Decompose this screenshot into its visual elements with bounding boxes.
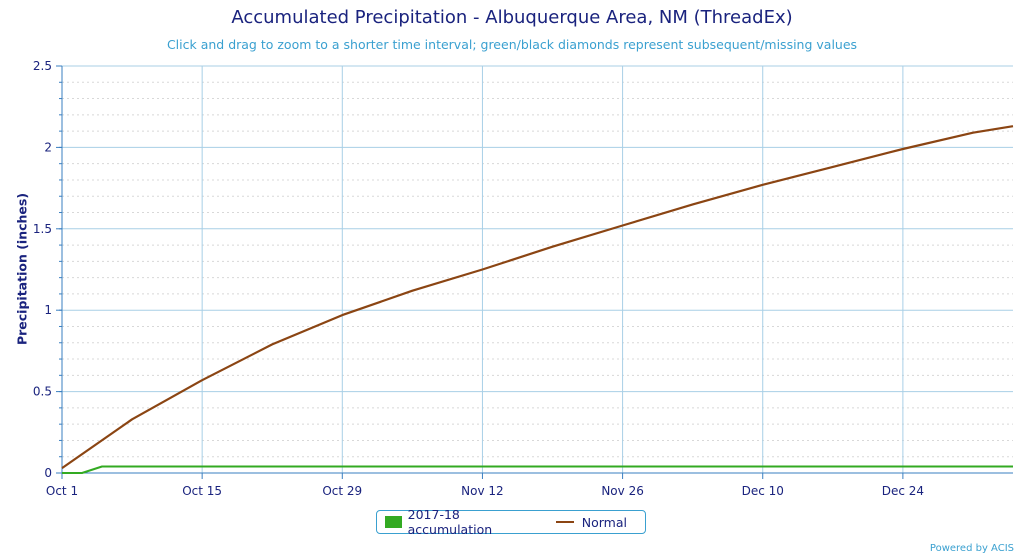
x-tick-label: Oct 1 xyxy=(46,484,78,498)
legend: 2017-18 accumulation Normal xyxy=(376,507,646,537)
y-tick-label: 1 xyxy=(44,303,52,317)
x-tick-label: Oct 15 xyxy=(182,484,222,498)
major-gridlines xyxy=(62,65,1013,473)
x-tick-label: Oct 29 xyxy=(322,484,362,498)
y-tick-label: 0.5 xyxy=(33,385,52,399)
y-tick-label: 0 xyxy=(44,466,52,480)
legend-label-normal: Normal xyxy=(581,514,627,530)
series-line-normal xyxy=(61,125,1014,470)
chart-title: Accumulated Precipitation - Albuquerque … xyxy=(231,7,793,28)
minor-gridlines xyxy=(62,81,1013,458)
y-tick-label: 2 xyxy=(44,140,52,154)
y-tick-label: 1.5 xyxy=(33,222,52,236)
x-tick-labels: Oct 1 Oct 15 Oct 29 Nov 12 Nov 26 Dec 10 Dec 2… xyxy=(46,484,924,498)
x-tick-label: Nov 12 xyxy=(461,484,504,498)
legend-item-accumulation[interactable]: 2017-18 accumulation xyxy=(385,507,538,537)
axes xyxy=(56,65,1013,479)
y-tick-labels: 0 0.5 1 1.5 2 2.5 xyxy=(33,59,52,480)
legend-item-normal[interactable]: Normal xyxy=(555,514,627,530)
legend-swatch-accumulation xyxy=(385,516,402,528)
legend-swatch-normal xyxy=(555,521,574,523)
series-line-accumulation xyxy=(62,465,1013,474)
chart-subtitle: Click and drag to zoom to a shorter time… xyxy=(166,37,858,52)
powered-by-credit[interactable]: Powered by ACIS xyxy=(929,543,1014,554)
y-tick-label: 2.5 xyxy=(33,59,52,73)
series-lines xyxy=(61,125,1014,474)
x-tick-label: Nov 26 xyxy=(601,484,644,498)
legend-label-accumulation: 2017-18 accumulation xyxy=(407,507,493,537)
x-tick-label: Dec 24 xyxy=(882,484,924,498)
x-tick-label: Dec 10 xyxy=(742,484,784,498)
